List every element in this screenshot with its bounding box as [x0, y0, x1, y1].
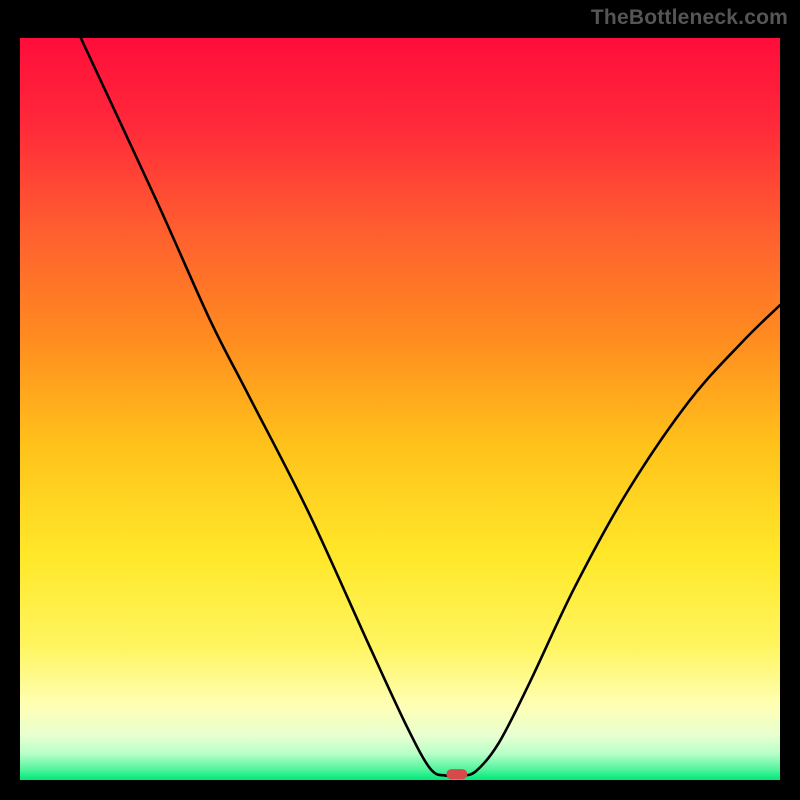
plot-area — [20, 38, 780, 780]
chart-frame: TheBottleneck.com — [0, 0, 800, 800]
plot-svg — [20, 38, 780, 780]
minimum-marker — [446, 769, 467, 779]
watermark-text: TheBottleneck.com — [591, 6, 788, 30]
